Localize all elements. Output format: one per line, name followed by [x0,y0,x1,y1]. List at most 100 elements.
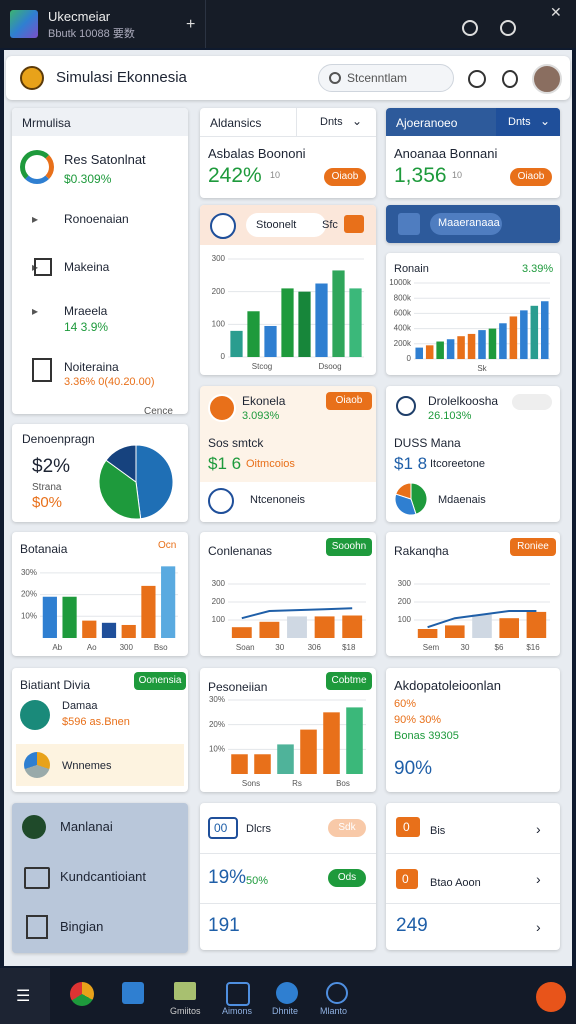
search-icon [329,72,341,84]
card-value: $2% [32,456,71,477]
stat-button[interactable]: Oiaob [510,168,552,186]
toggle[interactable] [512,394,552,410]
x-label: 30 [275,643,284,652]
nav-label[interactable]: Mraeela [64,304,108,318]
notification[interactable] [536,982,566,1012]
card-button[interactable]: Oiaob [326,392,372,410]
card-amount: $1 8 [394,454,428,473]
card-button[interactable]: Roniee [510,538,556,556]
sidebar: Mrmulisa Res Satonlnat $0.309% ▸ Ronoena… [12,108,188,414]
app-icon[interactable] [70,982,94,1006]
taskbar: ☰ Gmiitos Aimons Dhnite Mlanto [0,968,576,1024]
icon-button[interactable] [502,70,518,88]
tab-bar [200,108,376,137]
card-title: Ronain [394,263,429,275]
summary-card: Akdopatoleioonlan 60% 90% 30% Bonas 3930… [386,668,560,792]
app-icon[interactable] [326,982,348,1004]
menu-item[interactable]: Bingian [60,919,104,934]
menu-item[interactable]: Kundcantioiant [60,869,147,884]
chart-card: Pesoneiian Cobtme 10% 20% 30% Sons Rs Bos [200,668,376,792]
bar [161,566,176,638]
app-icon[interactable] [174,982,196,1000]
banner-icon [398,213,420,235]
bar [287,616,307,638]
menu-item[interactable]: Manlanai [60,819,113,834]
chevron[interactable]: › [536,821,541,837]
bar [417,629,438,638]
more-link[interactable]: Cence [144,406,173,414]
card-button[interactable]: Cobtme [326,672,372,690]
tool-icon [210,213,236,239]
close-button[interactable]: ✕ [550,4,562,20]
window-button[interactable] [462,20,478,36]
bar [457,336,465,359]
pie-slice [410,482,428,515]
decoration: ▸ [32,304,39,318]
taskbar-label: Gmiitos [170,1006,201,1016]
select[interactable] [296,108,376,136]
card-link[interactable]: Mdaenais [438,494,486,506]
new-tab[interactable]: + [186,16,196,33]
pie-slice [105,444,137,483]
card-value: $0% [32,494,63,511]
bar [231,754,248,774]
eco-icon [208,394,236,422]
start-button[interactable] [0,968,50,1024]
app-icon[interactable] [226,982,250,1006]
x-label: Sk [477,364,487,373]
bar [141,585,156,638]
divider [200,853,376,854]
bar [520,310,528,359]
tab[interactable]: Ajoeranoeo [396,116,458,130]
chart-card: Botanaia Ocn 10% 20% 30% Ab Ao 300 Bso [12,532,188,656]
eco-icon [396,396,416,416]
bar [332,270,345,357]
select[interactable] [496,108,560,136]
stat-card: Aldansics Dnts ⌄ Asbalas Boononi 242% 10… [200,108,376,198]
card-button[interactable]: Sooohn [326,538,372,556]
list-label: Btao Aoon [430,877,481,889]
avatar[interactable] [532,64,562,94]
summary-value: 90% [394,758,433,779]
nav-label[interactable]: Noiteraina [64,360,119,374]
menu-icon [26,915,48,939]
card-title: Biatiant Divia [20,678,91,692]
menu-icon [22,815,46,839]
chevron[interactable]: › [536,871,541,887]
y-tick-label: 600k [394,309,412,318]
app-header: Simulasi Ekonnesia Stcenntlam [6,56,570,100]
select-text: Dnts [508,116,531,128]
window-button[interactable] [500,20,516,36]
app-title: Simulasi Ekonnesia [56,69,187,86]
search-pill[interactable] [246,213,326,237]
tag-button[interactable] [344,215,364,233]
chevron[interactable]: › [536,919,541,935]
list-pill[interactable]: Sdk [328,819,366,837]
bar [82,620,97,638]
icon-button[interactable] [468,70,486,88]
nav-label[interactable]: Makeina [64,260,110,274]
nav-label[interactable]: Ronoenaian [64,212,129,226]
chart-card: Stoonelt Sfc 0 100 200 300 Stcog Dsoog [200,205,376,375]
x-label: 306 [308,643,322,652]
y-tick-label: 200 [212,597,226,606]
app-icon[interactable] [122,982,144,1004]
list-badge [208,817,238,839]
bar [254,754,271,774]
card-button[interactable]: Oonensia [134,672,186,690]
stat-button[interactable]: Oiaob [324,168,366,186]
bar [323,712,340,774]
list-pill[interactable]: Ods [328,869,366,887]
app-icon[interactable] [276,982,298,1004]
summary-line: 60% [394,698,417,710]
card-link[interactable]: Ntcenoneis [250,494,306,506]
share-card: Denoenpragn $2% Strana $0% [12,424,188,522]
card-link[interactable]: Wnnemes [62,760,112,772]
tab[interactable]: Aldansics [210,116,262,130]
search-box[interactable]: Stcenntlam [318,64,454,92]
bar [509,316,518,359]
stat-card: Ajoeranoeo Dnts ⌄ Anoanaa Bonnani 1,356 … [386,108,560,198]
banner: Maaeranaaa [386,205,560,243]
x-label: Stcog [252,362,272,371]
